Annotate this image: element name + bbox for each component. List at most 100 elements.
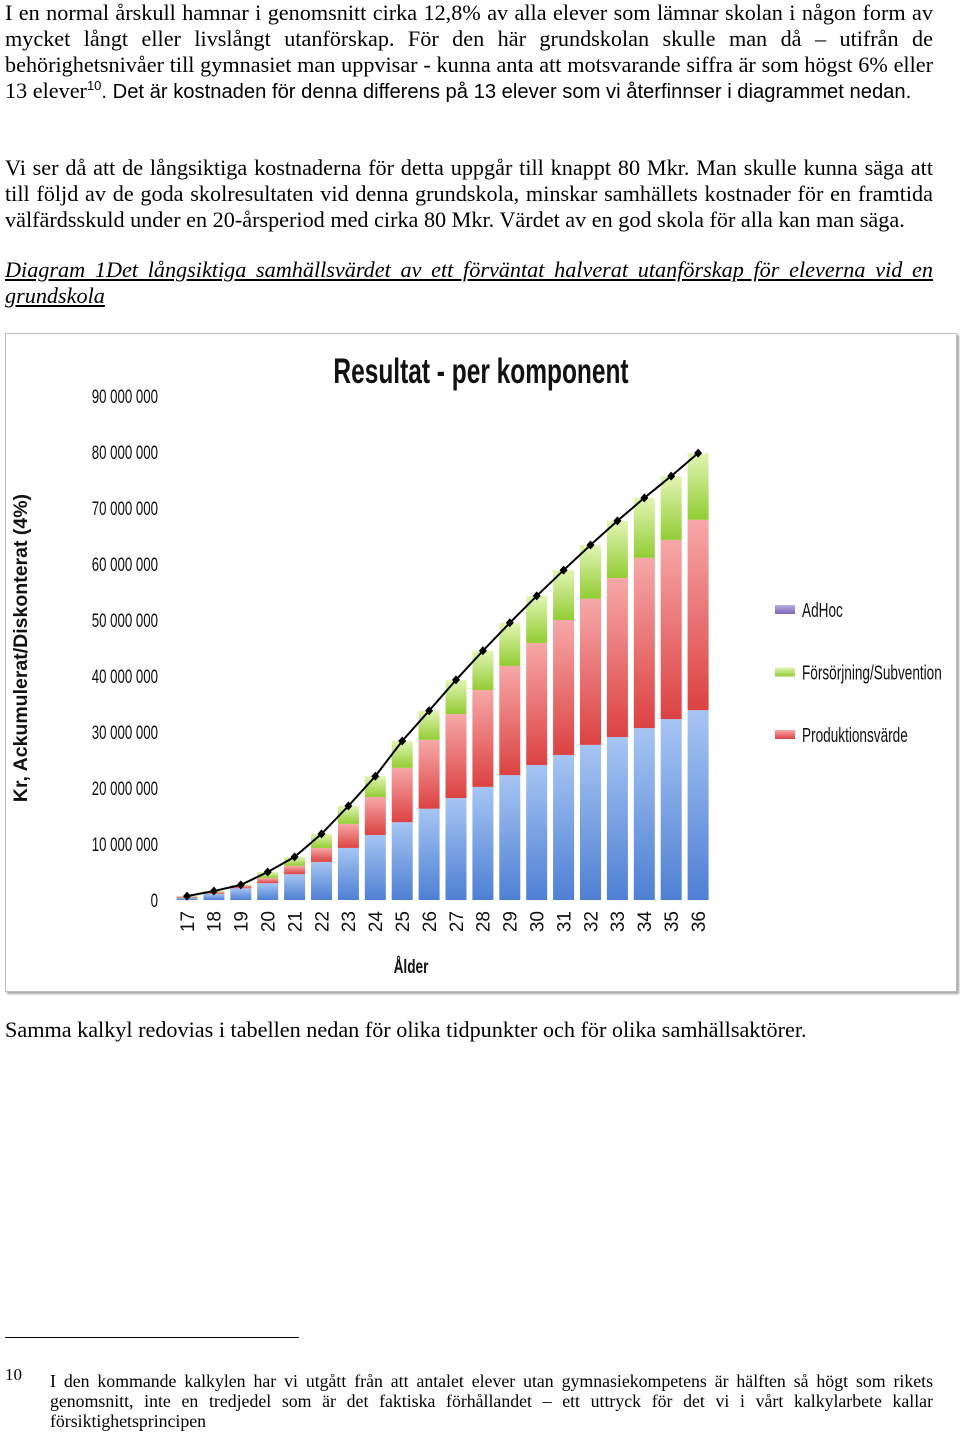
y-axis-title: Kr, Ackumulerat/Diskonterat (4%) bbox=[10, 494, 32, 802]
bar-segment bbox=[499, 775, 521, 900]
y-tick-label: 50 000 000 bbox=[92, 609, 158, 631]
bar-segment bbox=[337, 823, 359, 848]
x-tick-label: 22 bbox=[312, 911, 333, 932]
x-tick-label: 25 bbox=[393, 911, 414, 932]
x-tick-label: 32 bbox=[581, 911, 602, 932]
x-tick-label: 20 bbox=[259, 911, 280, 932]
bar-stack bbox=[687, 453, 709, 900]
bar-stack bbox=[364, 776, 386, 900]
line-marker bbox=[559, 565, 568, 575]
y-tick-label: 70 000 000 bbox=[92, 497, 158, 519]
line-marker bbox=[371, 771, 380, 781]
stacked-bar-chart: Resultat - per komponent Kr, Ackumulerat… bbox=[10, 353, 942, 978]
line-marker bbox=[290, 852, 299, 862]
bar-segment bbox=[606, 737, 628, 900]
y-tick-label: 40 000 000 bbox=[92, 665, 158, 687]
bar-stack bbox=[391, 740, 413, 900]
line-marker bbox=[236, 880, 245, 890]
bar-stack bbox=[284, 856, 306, 900]
line-marker bbox=[317, 829, 326, 839]
bar-stack bbox=[499, 622, 521, 900]
bar-stack bbox=[445, 679, 467, 900]
legend-swatch bbox=[775, 605, 795, 614]
bar-segment bbox=[687, 519, 709, 711]
bar-segment bbox=[472, 690, 494, 787]
x-axis-title: Ålder bbox=[394, 956, 429, 978]
bar-segment bbox=[687, 453, 709, 520]
bar-segment bbox=[526, 765, 548, 900]
legend-item: AdHoc bbox=[775, 599, 843, 622]
line-marker bbox=[478, 646, 487, 656]
x-tick-label: 35 bbox=[662, 911, 683, 932]
y-tick-label: 30 000 000 bbox=[92, 721, 158, 743]
x-tick-label: 29 bbox=[501, 911, 522, 932]
bar-segment bbox=[284, 874, 306, 900]
x-tick-label: 27 bbox=[447, 911, 468, 932]
bar-segment bbox=[687, 710, 709, 900]
bar-segment bbox=[472, 786, 494, 900]
line-marker bbox=[640, 493, 649, 503]
bar-segment bbox=[660, 539, 682, 720]
bar-stack bbox=[472, 650, 494, 900]
bar-segment bbox=[553, 620, 575, 755]
paragraph-costs: Vi ser då att de långsiktiga kostnaderna… bbox=[5, 155, 933, 232]
bar-segment bbox=[526, 642, 548, 766]
x-tick-label: 21 bbox=[285, 911, 306, 932]
chart-container: Resultat - per komponent Kr, Ackumulerat… bbox=[5, 333, 957, 992]
paragraph-table-intro: Samma kalkyl redovias i tabellen nedan f… bbox=[5, 1017, 807, 1042]
diagram-caption: Diagram 1Det långsiktiga samhällsvärdet … bbox=[5, 257, 933, 308]
bar-segment bbox=[364, 796, 386, 836]
bar-segment bbox=[553, 570, 575, 620]
bar-segment bbox=[445, 679, 467, 715]
y-tick-label: 20 000 000 bbox=[92, 777, 158, 799]
bar-segment bbox=[203, 893, 225, 900]
x-tick-label: 34 bbox=[635, 911, 656, 933]
x-tick-label: 33 bbox=[608, 911, 629, 932]
bars bbox=[176, 453, 709, 900]
bar-stack bbox=[580, 544, 601, 900]
line-marker bbox=[183, 891, 191, 901]
bar-segment bbox=[606, 578, 628, 738]
y-tick-label: 10 000 000 bbox=[92, 833, 158, 855]
footnote-reference: 10 bbox=[86, 78, 102, 93]
bar-segment bbox=[284, 865, 306, 875]
bar-segment bbox=[391, 822, 413, 900]
bar-segment bbox=[418, 808, 440, 900]
bar-stack bbox=[337, 805, 359, 900]
x-tick-label: 36 bbox=[689, 911, 710, 932]
line-marker bbox=[452, 675, 460, 685]
footnote-separator bbox=[5, 1337, 299, 1338]
x-tick-label: 23 bbox=[339, 911, 360, 932]
x-tick-label: 28 bbox=[474, 911, 495, 932]
footnote-number: 10 bbox=[5, 1365, 22, 1384]
bar-segment bbox=[499, 665, 521, 776]
line-marker bbox=[613, 516, 622, 526]
legend-label: Produktionsvärde bbox=[802, 724, 908, 746]
bar-segment bbox=[633, 497, 655, 558]
legend-item: Produktionsvärde bbox=[775, 724, 908, 747]
line-marker bbox=[532, 591, 541, 601]
x-tick-label: 31 bbox=[554, 911, 575, 932]
bar-segment bbox=[580, 544, 601, 599]
y-tick-label: 60 000 000 bbox=[92, 553, 158, 575]
bar-segment bbox=[337, 847, 359, 900]
bar-segment bbox=[311, 847, 332, 862]
bar-segment bbox=[445, 714, 467, 799]
y-tick-label: 0 bbox=[151, 889, 158, 911]
legend-label: AdHoc bbox=[802, 599, 843, 621]
paragraph-intro-sans-text: . Det är kostnaden för denna differens p… bbox=[101, 81, 912, 103]
line-marker bbox=[586, 540, 595, 550]
legend-item: Försörjning/Subvention bbox=[775, 662, 942, 684]
line-marker bbox=[667, 471, 676, 481]
legend-swatch bbox=[775, 667, 795, 677]
line-marker bbox=[209, 886, 218, 896]
bar-segment bbox=[606, 520, 628, 578]
bar-segment bbox=[230, 888, 252, 900]
bar-segment bbox=[364, 835, 386, 900]
x-tick-label: 30 bbox=[528, 911, 549, 932]
x-tick-label: 18 bbox=[205, 911, 226, 932]
chart-title: Resultat - per komponent bbox=[333, 353, 628, 391]
bar-stack bbox=[526, 595, 548, 900]
bar-segment bbox=[257, 883, 279, 900]
bar-segment bbox=[553, 754, 575, 900]
